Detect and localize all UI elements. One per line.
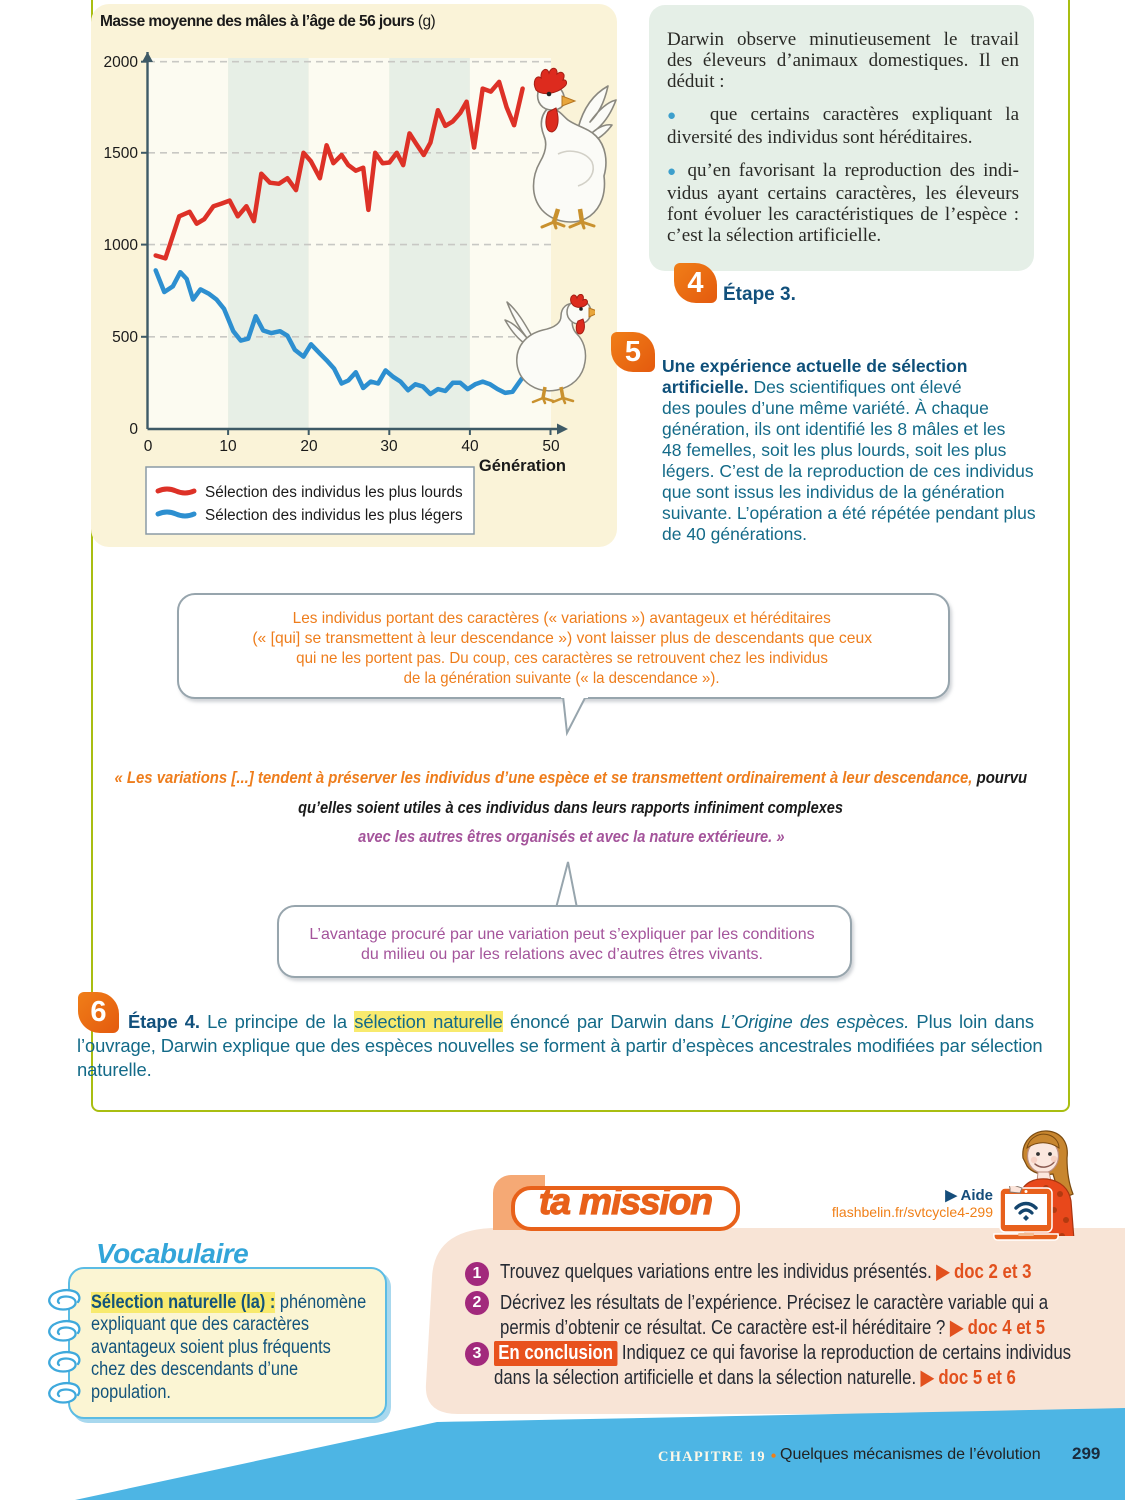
svg-text:0: 0 (144, 438, 153, 455)
svg-text:1000: 1000 (104, 237, 139, 254)
svg-text:10: 10 (219, 438, 237, 455)
svg-text:500: 500 (112, 329, 138, 346)
svg-text:0: 0 (129, 421, 138, 438)
svg-text:20: 20 (300, 438, 318, 455)
svg-text:50: 50 (542, 438, 560, 455)
svg-text:40: 40 (461, 438, 479, 455)
svg-text:Génération: Génération (479, 457, 566, 475)
svg-text:Sélection des individus les pl: Sélection des individus les plus lourds (205, 484, 463, 501)
svg-text:2000: 2000 (104, 54, 139, 71)
svg-text:30: 30 (380, 438, 398, 455)
svg-text:Sélection des individus les pl: Sélection des individus les plus légers (205, 507, 463, 524)
svg-text:1500: 1500 (104, 145, 139, 162)
